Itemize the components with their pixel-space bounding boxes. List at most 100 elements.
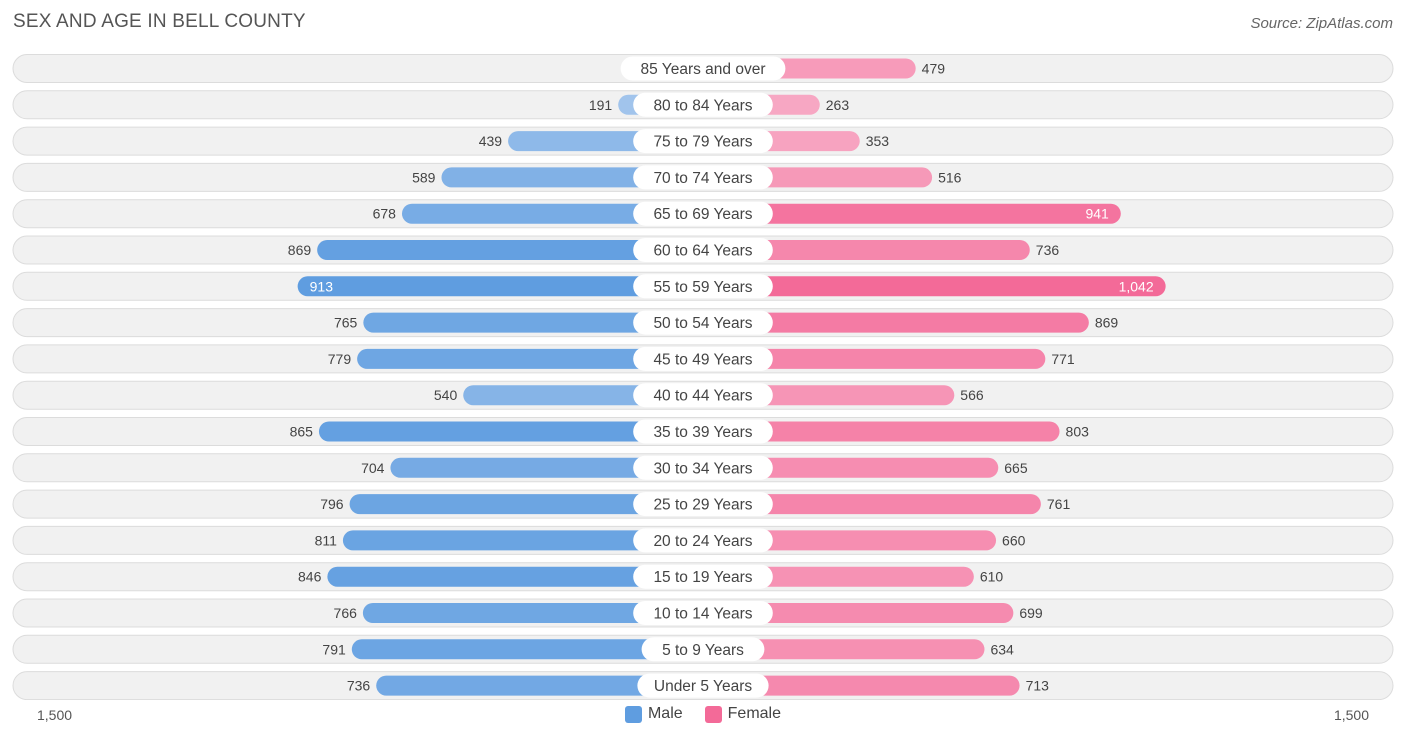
male-value-label: 765 bbox=[334, 315, 358, 331]
category-pill bbox=[633, 310, 773, 335]
bar-female bbox=[703, 348, 1046, 369]
female-value-label: 479 bbox=[922, 61, 946, 77]
category-pill bbox=[633, 165, 773, 190]
category-pill bbox=[637, 673, 769, 698]
category-label: 65 to 69 Years bbox=[653, 206, 752, 223]
male-value-label: 796 bbox=[320, 496, 344, 512]
bar-male bbox=[297, 276, 703, 297]
axis-label-right: 1,500 bbox=[1333, 707, 1369, 723]
male-value-label: 678 bbox=[373, 206, 397, 222]
female-value-label: 660 bbox=[1002, 532, 1026, 548]
bar-male bbox=[318, 421, 703, 442]
bar-female bbox=[703, 530, 997, 551]
male-value-label: 540 bbox=[434, 387, 458, 403]
bar-male bbox=[342, 530, 703, 551]
category-pill bbox=[633, 455, 773, 480]
category-label: 40 to 44 Years bbox=[653, 388, 752, 405]
category-pill bbox=[641, 637, 765, 662]
male-value-label: 439 bbox=[479, 133, 503, 149]
bar-male bbox=[376, 675, 703, 696]
male-value-label: 869 bbox=[288, 242, 312, 258]
male-value-label: 913 bbox=[310, 278, 334, 294]
bar-female bbox=[703, 494, 1041, 515]
legend-swatch-male bbox=[624, 705, 642, 723]
axis-label-left: 1,500 bbox=[37, 707, 73, 723]
bar-male bbox=[363, 312, 703, 333]
male-value-label: 766 bbox=[334, 605, 358, 621]
category-pill bbox=[633, 274, 773, 299]
legend: Male Female bbox=[0, 705, 1406, 723]
category-label: 25 to 29 Years bbox=[653, 497, 752, 514]
bar-male bbox=[401, 203, 703, 224]
female-value-label: 516 bbox=[938, 169, 962, 185]
category-label: 75 to 79 Years bbox=[653, 134, 752, 151]
category-label: 60 to 64 Years bbox=[653, 243, 752, 260]
category-label: 45 to 49 Years bbox=[653, 351, 752, 368]
category-pill bbox=[633, 564, 773, 589]
female-value-label: 263 bbox=[826, 97, 850, 113]
category-pill bbox=[633, 419, 773, 444]
female-value-label: 803 bbox=[1066, 424, 1090, 440]
bar-male bbox=[349, 494, 703, 515]
female-value-label: 699 bbox=[1019, 605, 1043, 621]
bar-male bbox=[357, 348, 703, 369]
category-label: 50 to 54 Years bbox=[653, 315, 752, 332]
category-label: 5 to 9 Years bbox=[662, 642, 744, 659]
female-value-label: 713 bbox=[1026, 678, 1050, 694]
bar-female bbox=[703, 639, 985, 660]
bar-male bbox=[317, 240, 703, 260]
category-pill bbox=[633, 383, 773, 408]
legend-swatch-female bbox=[704, 705, 722, 723]
bar-female bbox=[703, 312, 1089, 333]
category-pill bbox=[633, 201, 773, 226]
legend-item-male: Male bbox=[624, 705, 683, 723]
category-label: 20 to 24 Years bbox=[653, 533, 752, 550]
category-pill bbox=[633, 492, 773, 517]
male-value-label: 191 bbox=[589, 97, 613, 113]
bar-female bbox=[703, 675, 1020, 696]
category-pill bbox=[620, 56, 786, 81]
category-pill bbox=[633, 528, 773, 553]
female-value-label: 1,042 bbox=[1119, 278, 1154, 294]
female-value-label: 761 bbox=[1047, 496, 1071, 512]
male-value-label: 811 bbox=[315, 532, 338, 548]
bar-female bbox=[703, 240, 1030, 260]
female-value-label: 869 bbox=[1095, 315, 1119, 331]
category-pill bbox=[633, 92, 773, 117]
category-pill bbox=[633, 129, 773, 154]
category-pill bbox=[633, 601, 773, 625]
legend-item-female: Female bbox=[704, 705, 782, 723]
category-label: Under 5 Years bbox=[654, 678, 752, 695]
chart-title: SEX AND AGE IN BELL COUNTY bbox=[13, 11, 306, 32]
male-value-label: 779 bbox=[328, 351, 352, 367]
category-label: 80 to 84 Years bbox=[653, 97, 752, 114]
male-value-label: 704 bbox=[361, 460, 385, 476]
category-label: 85 Years and over bbox=[641, 61, 766, 78]
category-label: 30 to 34 Years bbox=[653, 460, 752, 477]
female-value-label: 771 bbox=[1051, 351, 1075, 367]
legend-label-female: Female bbox=[727, 705, 782, 722]
category-label: 55 to 59 Years bbox=[653, 279, 752, 296]
bar-male bbox=[351, 639, 703, 660]
legend-label-male: Male bbox=[647, 705, 683, 722]
category-pill bbox=[633, 346, 773, 371]
bar-female bbox=[703, 603, 1014, 623]
male-value-label: 865 bbox=[290, 424, 314, 440]
bar-female bbox=[703, 276, 1166, 297]
category-pill bbox=[633, 238, 773, 262]
female-value-label: 353 bbox=[866, 133, 890, 149]
bar-female bbox=[703, 421, 1060, 442]
male-value-label: 736 bbox=[347, 678, 371, 694]
female-value-label: 736 bbox=[1036, 242, 1060, 258]
category-label: 10 to 14 Years bbox=[653, 606, 752, 623]
bar-male bbox=[362, 603, 703, 623]
male-value-label: 846 bbox=[298, 569, 322, 585]
bar-male bbox=[390, 457, 703, 478]
female-value-label: 634 bbox=[990, 641, 1014, 657]
category-label: 70 to 74 Years bbox=[653, 170, 752, 187]
source-credit: Source: ZipAtlas.com bbox=[1250, 15, 1393, 32]
category-label: 35 to 39 Years bbox=[653, 424, 752, 441]
bar-female bbox=[703, 457, 999, 478]
male-value-label: 791 bbox=[322, 641, 346, 657]
